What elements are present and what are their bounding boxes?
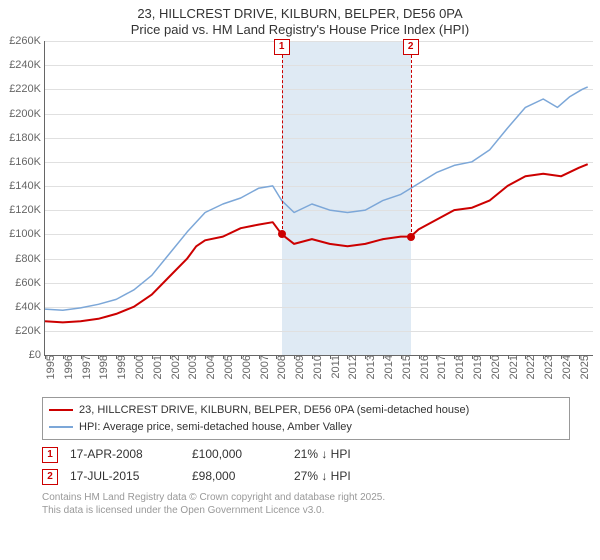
x-tick-label: 1999 [114,355,128,379]
row-date: 17-APR-2008 [70,444,180,466]
footer: Contains HM Land Registry data © Crown c… [42,491,570,517]
x-tick-label: 1996 [61,355,75,379]
x-tick-label: 2011 [328,355,342,379]
x-tick-label: 2002 [168,355,182,379]
y-tick-label: £220K [9,83,45,95]
x-tick-label: 2021 [506,355,520,379]
x-tick-label: 2009 [292,355,306,379]
footer-line-1: Contains HM Land Registry data © Crown c… [42,491,570,504]
footer-line-2: This data is licensed under the Open Gov… [42,504,570,517]
x-tick-label: 2010 [310,355,324,379]
x-tick-label: 2005 [221,355,235,379]
y-tick-label: £160K [9,156,45,168]
y-tick-label: £200K [9,108,45,120]
row-flag: 1 [42,447,58,463]
x-tick-label: 1998 [96,355,110,379]
x-tick-label: 2008 [274,355,288,379]
series-hpi [45,87,588,310]
y-tick-label: £180K [9,132,45,144]
x-tick-label: 1995 [43,355,57,379]
flag-dot [278,230,286,238]
legend-label: HPI: Average price, semi-detached house,… [79,419,352,436]
y-tick-label: £240K [9,59,45,71]
chart-subtitle: Price paid vs. HM Land Registry's House … [0,22,600,38]
x-tick-label: 2007 [257,355,271,379]
row-price: £100,000 [192,444,282,466]
y-tick-label: £80K [15,253,45,265]
series-price_paid [45,164,588,322]
row-hpi-diff: 21% ↓ HPI [294,444,351,466]
x-tick-label: 2014 [381,355,395,379]
row-flag: 2 [42,469,58,485]
series-svg [45,41,593,355]
y-tick-label: £20K [15,325,45,337]
row-price: £98,000 [192,466,282,488]
plot-region: £0£20K£40K£60K£80K£100K£120K£140K£160K£1… [44,41,593,356]
legend: 23, HILLCREST DRIVE, KILBURN, BELPER, DE… [42,397,570,440]
y-tick-label: £60K [15,277,45,289]
legend-row: 23, HILLCREST DRIVE, KILBURN, BELPER, DE… [49,402,563,419]
x-tick-label: 2017 [434,355,448,379]
transaction-row: 2 17-JUL-2015 £98,000 27% ↓ HPI [42,466,570,488]
x-tick-label: 2018 [452,355,466,379]
x-tick-label: 2006 [239,355,253,379]
legend-label: 23, HILLCREST DRIVE, KILBURN, BELPER, DE… [79,402,469,419]
flag-marker-2: 2 [403,39,419,55]
x-tick-label: 2013 [363,355,377,379]
transaction-rows: 1 17-APR-2008 £100,000 21% ↓ HPI 2 17-JUL-201… [42,444,570,487]
x-tick-label: 2025 [577,355,591,379]
x-tick-label: 2019 [470,355,484,379]
y-tick-label: £100K [9,228,45,240]
chart-container: 23, HILLCREST DRIVE, KILBURN, BELPER, DE… [0,6,600,560]
x-tick-label: 2012 [345,355,359,379]
row-hpi-diff: 27% ↓ HPI [294,466,351,488]
x-tick-label: 2020 [488,355,502,379]
legend-row: HPI: Average price, semi-detached house,… [49,419,563,436]
x-tick-label: 2003 [185,355,199,379]
row-date: 17-JUL-2015 [70,466,180,488]
legend-swatch [49,409,73,411]
flag-marker-1: 1 [274,39,290,55]
x-tick-label: 2016 [417,355,431,379]
flag-dot [407,233,415,241]
x-tick-label: 2022 [523,355,537,379]
x-tick-label: 2024 [559,355,573,379]
transaction-row: 1 17-APR-2008 £100,000 21% ↓ HPI [42,444,570,466]
y-tick-label: £40K [15,301,45,313]
flag-connector [282,55,283,234]
legend-swatch [49,426,73,428]
x-tick-label: 2023 [541,355,555,379]
x-tick-label: 2015 [399,355,413,379]
chart-area: £0£20K£40K£60K£80K£100K£120K£140K£160K£1… [2,41,594,391]
x-tick-label: 2004 [203,355,217,379]
x-tick-label: 2001 [150,355,164,379]
y-tick-label: £120K [9,204,45,216]
flag-connector [411,55,412,237]
x-tick-label: 2000 [132,355,146,379]
x-tick-label: 1997 [79,355,93,379]
y-tick-label: £140K [9,180,45,192]
y-tick-label: £260K [9,35,45,47]
chart-title: 23, HILLCREST DRIVE, KILBURN, BELPER, DE… [0,6,600,22]
